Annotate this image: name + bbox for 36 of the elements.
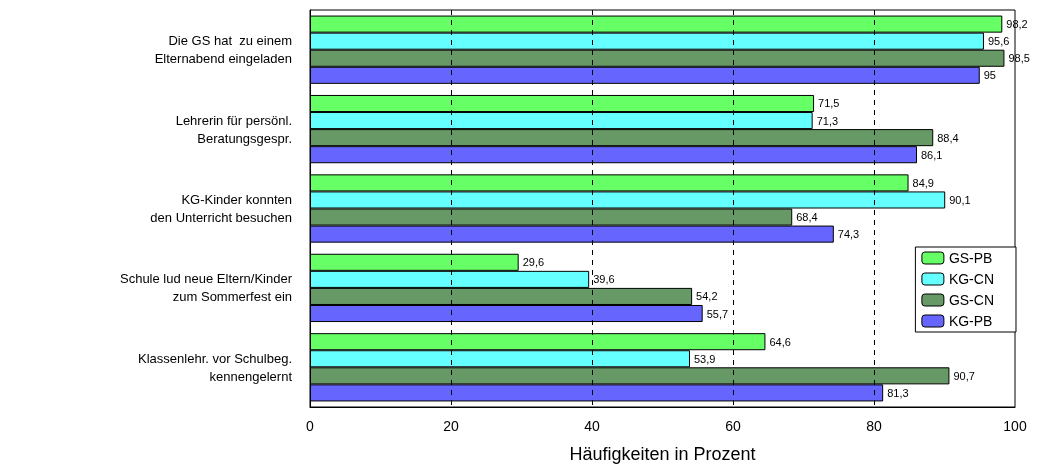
data-label: 74,3 <box>837 228 860 241</box>
data-label: 39,6 <box>593 273 615 286</box>
x-tick-label: 40 <box>584 418 600 434</box>
data-label: 71,3 <box>816 114 839 127</box>
x-tick-label: 20 <box>443 418 459 434</box>
data-label: 54,2 <box>696 290 718 303</box>
data-label: 95 <box>983 69 996 82</box>
legend-label: KG-CN <box>948 271 995 287</box>
data-label: 88,4 <box>937 131 959 144</box>
y-tick-label: Die GS hat zu einem Elternabend eingeladen <box>154 33 292 67</box>
legend-label: GS-PB <box>948 250 993 266</box>
legend-label: GS-CN <box>948 292 995 308</box>
x-tick-label: 80 <box>866 418 882 434</box>
data-label: 71,5 <box>818 97 840 110</box>
data-label: 29,6 <box>522 256 545 269</box>
data-label: 55,7 <box>706 307 729 320</box>
data-label: 95,6 <box>987 35 1010 48</box>
data-label: 86,1 <box>921 148 943 161</box>
x-tick-label: 100 <box>1003 418 1027 434</box>
data-label: 64,6 <box>769 335 791 348</box>
x-axis-title: Häufigkeiten in Prozent <box>569 444 756 464</box>
y-tick-label: KG-Kinder konnten den Unterricht besuchen <box>150 192 292 225</box>
data-label: 98,5 <box>1008 52 1030 65</box>
y-tick-label: Lehrerin für persönl. Beratungsgespr. <box>175 112 292 146</box>
y-tick-label: Klassenlehr. vor Schulbeg. kennengelernt <box>138 350 293 384</box>
data-label: 98,2 <box>1006 18 1028 31</box>
data-label: 90,7 <box>953 369 975 382</box>
data-label: 81,3 <box>887 386 909 399</box>
data-label: 53,9 <box>693 352 716 365</box>
legend-label: KG-PB <box>948 313 993 329</box>
x-tick-label: 0 <box>306 418 315 434</box>
data-label: 68,4 <box>796 211 818 224</box>
data-label: 90,1 <box>949 193 971 206</box>
y-tick-label: Schule lud neue Eltern/Kinder zum Sommerfest ein <box>119 271 293 305</box>
data-label: 84,9 <box>912 176 934 189</box>
x-tick-label: 60 <box>725 418 741 434</box>
